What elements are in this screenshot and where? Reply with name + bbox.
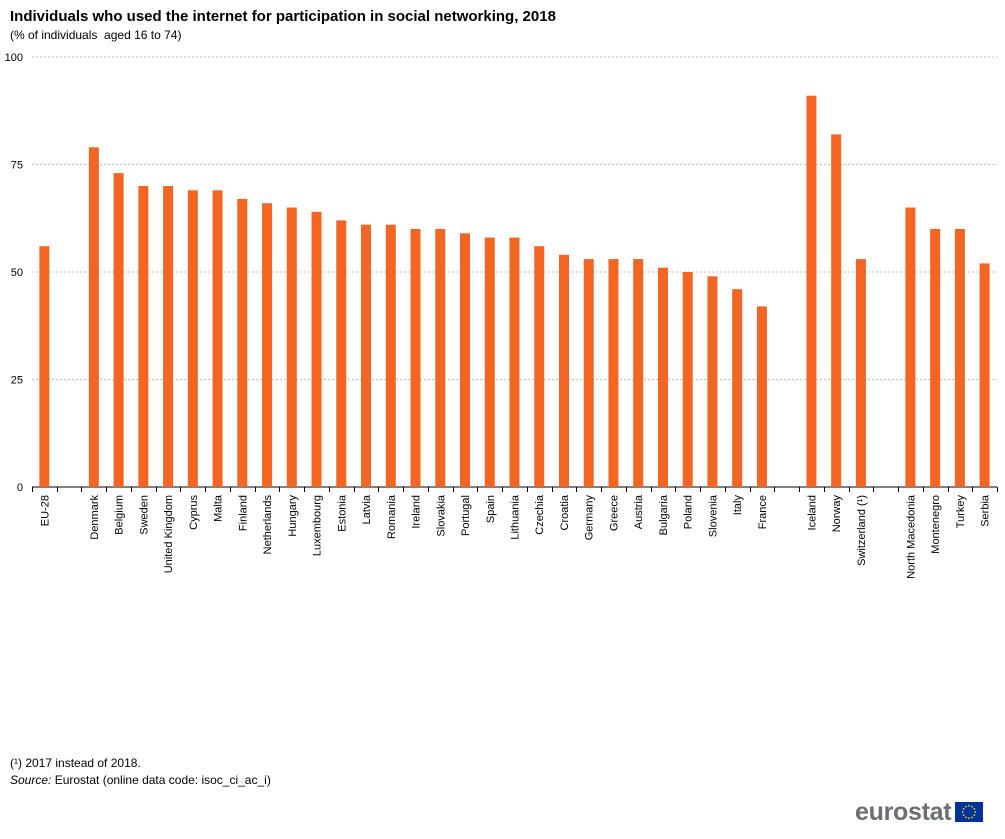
source-note: Source: Eurostat (online data code: isoc…: [10, 773, 271, 787]
bar: [608, 259, 619, 487]
x-tick-label: Greece: [608, 495, 620, 531]
bar: [385, 224, 396, 487]
x-tick-label: Iceland: [806, 495, 818, 530]
x-tick-label: North Macedonia: [905, 494, 917, 579]
bar: [682, 272, 693, 487]
bar: [534, 246, 545, 487]
bar: [262, 203, 273, 487]
x-tick-label: Luxembourg: [312, 495, 324, 556]
x-tick-label: Slovenia: [707, 494, 719, 537]
x-tick-label: Montenegro: [930, 495, 942, 554]
bar: [39, 246, 50, 487]
bar-chart: 0 25 50 75 100 EU-28 Denmark Belgium Sweden Unite…: [5, 52, 998, 579]
logo-wordmark: eurostat: [855, 798, 952, 826]
y-tick-label: 0: [17, 482, 23, 494]
x-tick-label: Poland: [683, 495, 695, 529]
chart-subtitle: (% of individuals aged 16 to 74): [10, 28, 182, 42]
x-tick-label: Estonia: [336, 494, 348, 532]
bar: [88, 147, 99, 488]
x-tick-label: Austria: [633, 494, 645, 529]
bar: [163, 186, 174, 487]
bar: [905, 207, 916, 487]
x-tick-label: Norway: [831, 495, 843, 533]
bar: [484, 237, 495, 487]
x-tick-label: Cyprus: [188, 495, 200, 530]
bar: [583, 259, 594, 487]
source-text: Eurostat (online data code: isoc_ci_ac_i…: [51, 773, 271, 787]
x-tick-label: Slovakia: [435, 494, 447, 536]
x-tick-label: Latvia: [361, 494, 373, 524]
x-tick-label: Spain: [485, 495, 497, 523]
x-tick-label: United Kingdom: [163, 495, 175, 573]
y-tick-label: 75: [11, 160, 23, 172]
bar: [311, 211, 322, 488]
x-tick-label: Serbia: [980, 494, 992, 527]
x-tick-label: Croatia: [559, 494, 571, 530]
bar: [361, 224, 372, 487]
bar: [460, 233, 471, 487]
chart-title: Individuals who used the internet for pa…: [10, 8, 556, 25]
bar: [286, 207, 297, 487]
x-tick-label: Portugal: [460, 495, 472, 536]
bar: [707, 276, 718, 487]
bar: [979, 263, 990, 487]
x-tick-label: Lithuania: [510, 494, 522, 540]
bar: [410, 229, 421, 487]
x-tick-label: Sweden: [138, 495, 150, 535]
bar: [732, 289, 743, 487]
bar: [930, 229, 941, 487]
bar: [336, 220, 347, 487]
x-tick-label: Ireland: [411, 495, 423, 529]
eu-flag-icon: [955, 802, 984, 822]
x-tick-label: Belgium: [114, 495, 126, 535]
bar: [113, 173, 124, 487]
x-tick-label: Denmark: [89, 495, 101, 540]
x-tick-label: Italy: [732, 495, 744, 516]
x-tick-label: Finland: [237, 495, 249, 531]
bar: [558, 254, 569, 487]
bar: [187, 190, 198, 488]
x-tick-label: France: [757, 495, 769, 529]
x-tick-label: Turkey: [955, 495, 967, 529]
bar: [138, 186, 149, 487]
footnote: (¹) 2017 instead of 2018.: [10, 756, 141, 770]
bar: [855, 259, 866, 487]
x-tick-label: Switzerland (¹): [856, 495, 868, 566]
bar: [657, 267, 668, 487]
bar: [212, 190, 223, 488]
bar: [435, 229, 446, 487]
x-tick-label: Czechia: [534, 494, 546, 535]
x-tick-label: EU-28: [39, 495, 51, 526]
eurostat-logo: eurostat: [855, 798, 984, 826]
x-tick-label: Malta: [213, 494, 225, 522]
bar: [509, 237, 520, 487]
bar: [806, 95, 817, 487]
bar: [954, 229, 965, 487]
x-tick-label: Romania: [386, 494, 398, 539]
x-tick-label: Netherlands: [262, 495, 274, 555]
y-tick-label: 100: [5, 52, 23, 64]
source-label: Source:: [10, 773, 52, 787]
y-tick-label: 25: [11, 375, 23, 387]
x-tick-label: Hungary: [287, 495, 299, 537]
bar: [237, 198, 248, 487]
bar: [756, 306, 767, 487]
y-tick-label: 50: [11, 267, 23, 279]
bar: [831, 134, 842, 487]
x-tick-label: Bulgaria: [658, 494, 670, 535]
x-tick-label: Germany: [584, 495, 596, 541]
bar: [633, 259, 644, 487]
